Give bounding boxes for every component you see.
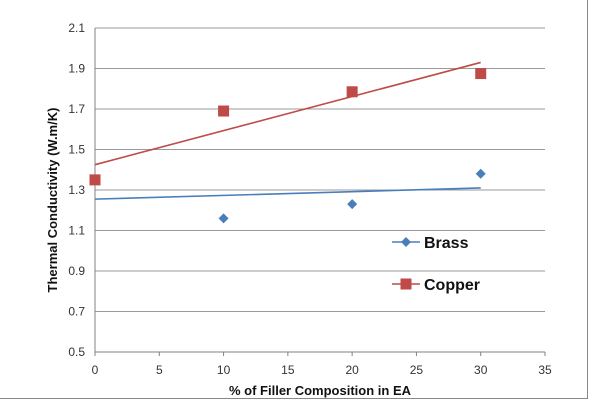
copper-point (346, 86, 358, 98)
x-tick-label: 20 (345, 363, 359, 377)
legend-marker-brass (401, 237, 411, 247)
data-markers (89, 68, 487, 224)
legend-label-brass: Brass (424, 235, 469, 252)
y-tick-label: 1.7 (68, 102, 85, 116)
y-tick-label: 1.5 (68, 143, 85, 157)
y-tick-label: 2.1 (68, 21, 85, 35)
y-tick-label: 1.1 (68, 224, 85, 238)
y-tick-label: 0.9 (68, 264, 85, 278)
x-tick-labels: 0 5 10 15 20 25 30 35 (92, 363, 552, 377)
legend-label-copper: Copper (424, 277, 480, 294)
brass-point (475, 168, 486, 179)
axes (94, 28, 546, 356)
y-tick-label: 1.3 (68, 183, 85, 197)
y-axis-title: Thermal Conductivity (W.m/K) (45, 108, 60, 293)
trendlines (94, 61, 481, 200)
x-tick-label: 10 (217, 363, 231, 377)
brass-point (347, 199, 358, 210)
x-axis-title: % of Filler Composition in EA (229, 383, 412, 398)
y-tick-labels: 0.5 0.7 0.9 1.1 1.3 1.5 1.7 1.9 2.1 (68, 21, 85, 359)
x-tick-label: 35 (538, 363, 552, 377)
x-tick-label: 5 (156, 363, 163, 377)
y-tick-label: 0.7 (68, 305, 85, 319)
y-tick-label: 1.9 (68, 62, 85, 76)
brass-point (218, 213, 229, 224)
copper-trendline (94, 61, 481, 166)
y-tick-label: 0.5 (68, 345, 85, 359)
x-tick-label: 0 (92, 363, 99, 377)
copper-point (89, 174, 101, 186)
x-tick-label: 30 (474, 363, 488, 377)
x-tick-label: 15 (281, 363, 295, 377)
legend-marker-copper (400, 278, 412, 290)
x-tick-label: 25 (410, 363, 424, 377)
brass-trendline (94, 187, 481, 200)
copper-point (218, 105, 230, 117)
legend: Brass Copper (392, 235, 480, 294)
copper-point (475, 68, 487, 80)
